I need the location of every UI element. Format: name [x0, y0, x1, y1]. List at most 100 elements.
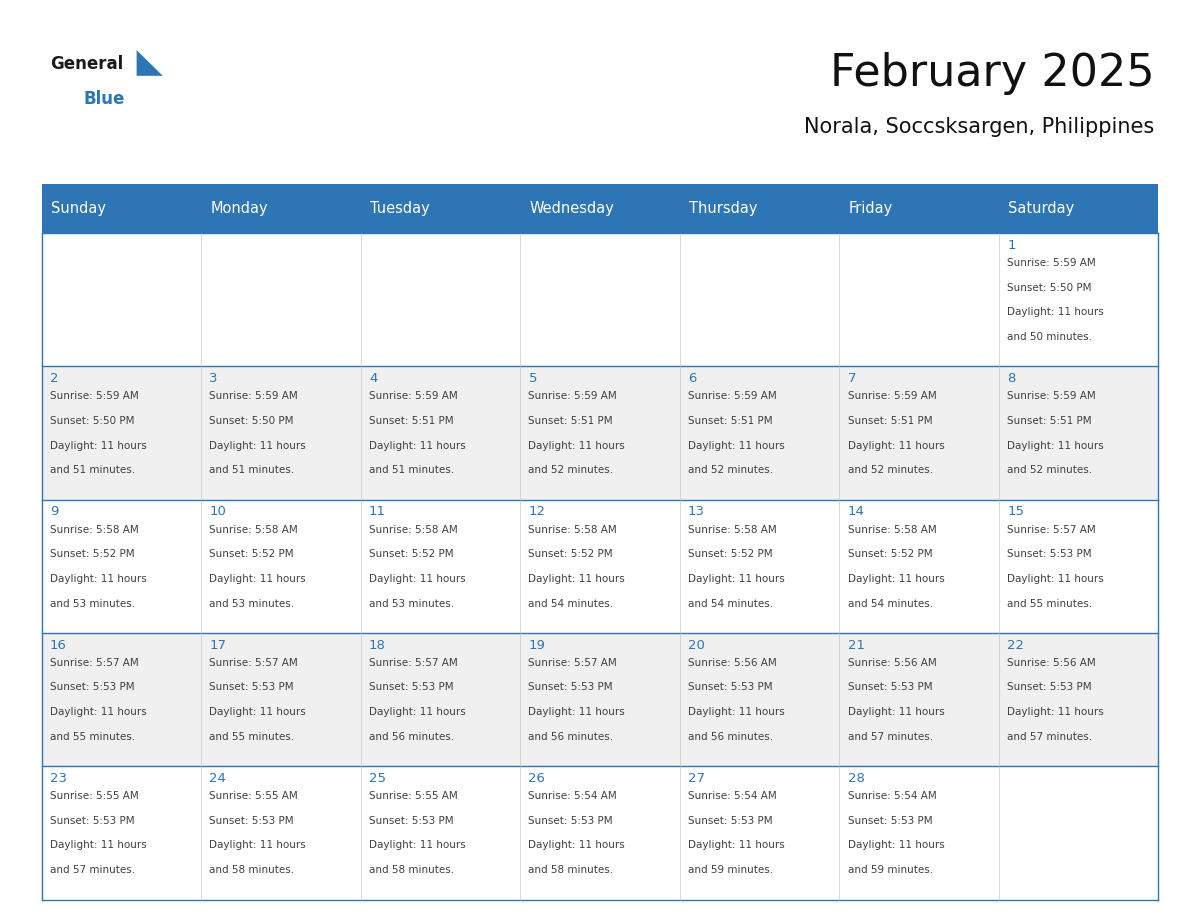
Text: Sunset: 5:53 PM: Sunset: 5:53 PM — [209, 682, 295, 692]
Text: Blue: Blue — [83, 90, 125, 108]
Bar — [520, 499, 680, 633]
Text: Sunset: 5:53 PM: Sunset: 5:53 PM — [1007, 682, 1092, 692]
Text: Daylight: 11 hours: Daylight: 11 hours — [1007, 574, 1104, 584]
Text: Daylight: 11 hours: Daylight: 11 hours — [50, 841, 146, 850]
Text: Sunrise: 5:57 AM: Sunrise: 5:57 AM — [369, 658, 457, 667]
Text: and 53 minutes.: and 53 minutes. — [209, 599, 295, 609]
Text: and 56 minutes.: and 56 minutes. — [688, 732, 773, 742]
Text: and 58 minutes.: and 58 minutes. — [369, 865, 454, 875]
Text: Sunrise: 5:58 AM: Sunrise: 5:58 AM — [209, 524, 298, 534]
Text: Sunset: 5:53 PM: Sunset: 5:53 PM — [529, 682, 613, 692]
Text: Daylight: 11 hours: Daylight: 11 hours — [369, 441, 466, 451]
Text: and 54 minutes.: and 54 minutes. — [688, 599, 773, 609]
Text: Daylight: 11 hours: Daylight: 11 hours — [209, 574, 307, 584]
Bar — [680, 233, 839, 366]
Text: Sunrise: 5:59 AM: Sunrise: 5:59 AM — [209, 391, 298, 401]
Bar — [999, 767, 1158, 900]
Bar — [999, 184, 1158, 233]
Text: Friday: Friday — [848, 201, 893, 216]
Text: and 52 minutes.: and 52 minutes. — [529, 465, 614, 476]
Text: Sunrise: 5:56 AM: Sunrise: 5:56 AM — [688, 658, 777, 667]
Text: Daylight: 11 hours: Daylight: 11 hours — [688, 441, 785, 451]
Bar — [201, 366, 361, 499]
Text: Daylight: 11 hours: Daylight: 11 hours — [209, 841, 307, 850]
Bar — [999, 233, 1158, 366]
Text: and 52 minutes.: and 52 minutes. — [847, 465, 933, 476]
Text: Sunrise: 5:55 AM: Sunrise: 5:55 AM — [50, 791, 139, 801]
Text: Sunrise: 5:56 AM: Sunrise: 5:56 AM — [847, 658, 936, 667]
Text: 3: 3 — [209, 372, 217, 385]
Bar — [520, 366, 680, 499]
Text: Sunset: 5:53 PM: Sunset: 5:53 PM — [209, 816, 295, 826]
Text: Sunrise: 5:59 AM: Sunrise: 5:59 AM — [688, 391, 777, 401]
Polygon shape — [137, 50, 163, 76]
Text: Sunset: 5:53 PM: Sunset: 5:53 PM — [369, 682, 454, 692]
Text: 25: 25 — [369, 772, 386, 785]
Bar — [361, 233, 520, 366]
Text: 18: 18 — [369, 639, 386, 652]
Text: and 59 minutes.: and 59 minutes. — [847, 865, 933, 875]
Text: Sunset: 5:52 PM: Sunset: 5:52 PM — [847, 549, 933, 559]
Text: 7: 7 — [847, 372, 857, 385]
Text: Sunrise: 5:57 AM: Sunrise: 5:57 AM — [1007, 524, 1095, 534]
Text: Sunrise: 5:59 AM: Sunrise: 5:59 AM — [1007, 258, 1095, 268]
Text: Thursday: Thursday — [689, 201, 758, 216]
Text: and 56 minutes.: and 56 minutes. — [529, 732, 614, 742]
Text: Sunset: 5:52 PM: Sunset: 5:52 PM — [209, 549, 295, 559]
Text: Sunset: 5:51 PM: Sunset: 5:51 PM — [688, 416, 772, 426]
Text: Daylight: 11 hours: Daylight: 11 hours — [529, 707, 625, 717]
Text: and 55 minutes.: and 55 minutes. — [50, 732, 135, 742]
Text: Sunrise: 5:58 AM: Sunrise: 5:58 AM — [50, 524, 139, 534]
Text: and 51 minutes.: and 51 minutes. — [209, 465, 295, 476]
Text: Sunrise: 5:57 AM: Sunrise: 5:57 AM — [529, 658, 618, 667]
Text: 26: 26 — [529, 772, 545, 785]
Text: Daylight: 11 hours: Daylight: 11 hours — [1007, 707, 1104, 717]
Text: Sunset: 5:51 PM: Sunset: 5:51 PM — [847, 416, 933, 426]
Bar — [999, 633, 1158, 767]
Text: Sunrise: 5:57 AM: Sunrise: 5:57 AM — [50, 658, 139, 667]
Text: and 51 minutes.: and 51 minutes. — [369, 465, 454, 476]
Text: Daylight: 11 hours: Daylight: 11 hours — [50, 441, 146, 451]
Text: Sunrise: 5:58 AM: Sunrise: 5:58 AM — [688, 524, 777, 534]
Text: Sunset: 5:50 PM: Sunset: 5:50 PM — [50, 416, 134, 426]
Bar — [999, 366, 1158, 499]
Text: Sunset: 5:50 PM: Sunset: 5:50 PM — [1007, 283, 1092, 293]
Text: Sunrise: 5:59 AM: Sunrise: 5:59 AM — [369, 391, 457, 401]
Text: Sunset: 5:52 PM: Sunset: 5:52 PM — [688, 549, 772, 559]
Bar — [42, 366, 201, 499]
Text: Sunset: 5:53 PM: Sunset: 5:53 PM — [529, 816, 613, 826]
Text: and 58 minutes.: and 58 minutes. — [529, 865, 614, 875]
Text: and 57 minutes.: and 57 minutes. — [50, 865, 135, 875]
Bar — [520, 184, 680, 233]
Text: and 57 minutes.: and 57 minutes. — [1007, 732, 1092, 742]
Text: Sunrise: 5:55 AM: Sunrise: 5:55 AM — [369, 791, 457, 801]
Bar — [361, 366, 520, 499]
Text: 1: 1 — [1007, 239, 1016, 252]
Text: Sunset: 5:52 PM: Sunset: 5:52 PM — [529, 549, 613, 559]
Text: Sunset: 5:50 PM: Sunset: 5:50 PM — [209, 416, 293, 426]
Text: Sunset: 5:53 PM: Sunset: 5:53 PM — [688, 816, 772, 826]
Bar — [361, 184, 520, 233]
Text: and 53 minutes.: and 53 minutes. — [50, 599, 135, 609]
Text: Sunset: 5:51 PM: Sunset: 5:51 PM — [1007, 416, 1092, 426]
Bar — [42, 633, 201, 767]
Text: Sunrise: 5:59 AM: Sunrise: 5:59 AM — [529, 391, 618, 401]
Bar — [361, 767, 520, 900]
Bar — [201, 184, 361, 233]
Bar — [520, 233, 680, 366]
Text: Sunset: 5:51 PM: Sunset: 5:51 PM — [369, 416, 454, 426]
Text: 8: 8 — [1007, 372, 1016, 385]
Text: 14: 14 — [847, 505, 865, 519]
Text: and 51 minutes.: and 51 minutes. — [50, 465, 135, 476]
Text: and 57 minutes.: and 57 minutes. — [847, 732, 933, 742]
Bar — [680, 366, 839, 499]
Text: Daylight: 11 hours: Daylight: 11 hours — [529, 841, 625, 850]
Bar — [42, 233, 201, 366]
Bar — [839, 366, 999, 499]
Text: Daylight: 11 hours: Daylight: 11 hours — [847, 841, 944, 850]
Text: Saturday: Saturday — [1009, 201, 1074, 216]
Text: Daylight: 11 hours: Daylight: 11 hours — [847, 441, 944, 451]
Text: Sunset: 5:53 PM: Sunset: 5:53 PM — [50, 682, 134, 692]
Bar — [361, 499, 520, 633]
Text: and 52 minutes.: and 52 minutes. — [1007, 465, 1092, 476]
